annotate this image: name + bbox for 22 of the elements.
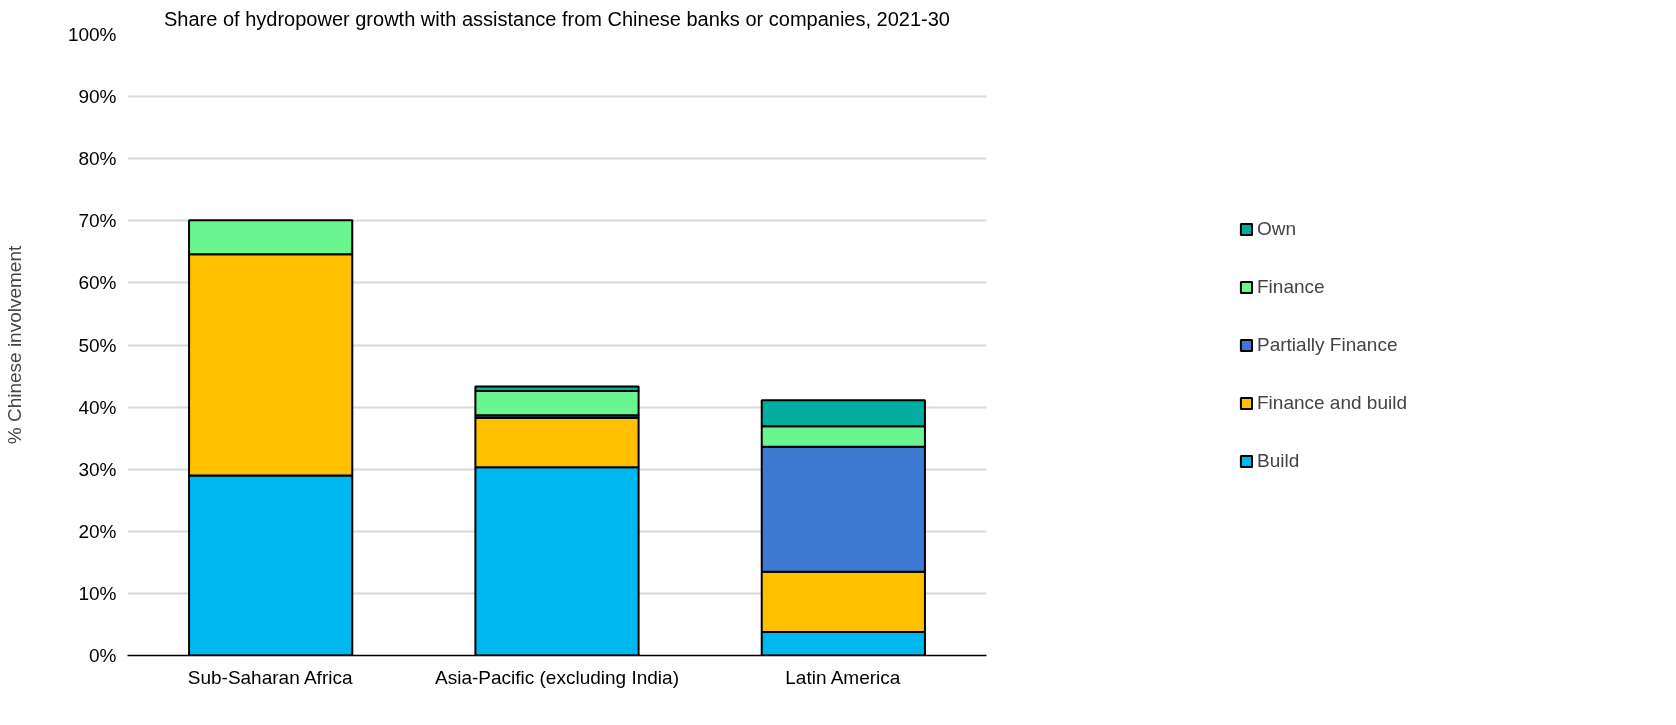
x-tick-label: Sub-Saharan Africa [187, 666, 353, 688]
legend-label: Finance [1257, 275, 1325, 298]
y-tick-label: 0% [89, 645, 117, 666]
y-tick-label: 10% [78, 582, 117, 604]
legend-label: Finance and build [1257, 391, 1407, 414]
y-tick-label: 40% [78, 396, 117, 418]
y-tick-label: 20% [78, 520, 117, 542]
legend-label: Partially Finance [1257, 333, 1398, 356]
x-tick-label: Latin America [785, 666, 901, 688]
legend-label: Build [1257, 449, 1300, 472]
y-tick-label: 50% [78, 334, 117, 356]
y-tick-label: 80% [78, 148, 117, 170]
y-axis-title: % Chinese involvement [3, 245, 25, 445]
legend-label: Own [1257, 217, 1297, 240]
y-tick-label: 70% [78, 210, 117, 232]
y-tick-label: 30% [78, 458, 117, 480]
y-tick-label: 60% [78, 272, 117, 294]
y-tick-label: 90% [78, 86, 117, 108]
bar [474, 389, 640, 417]
chart-title: Share of hydropower growth with assistance from Chinese banks or companies, 2021-30 [164, 7, 950, 30]
x-tick-label: Asia-Pacific (excluding India) [435, 666, 679, 688]
y-tick-label: 100% [67, 24, 117, 45]
